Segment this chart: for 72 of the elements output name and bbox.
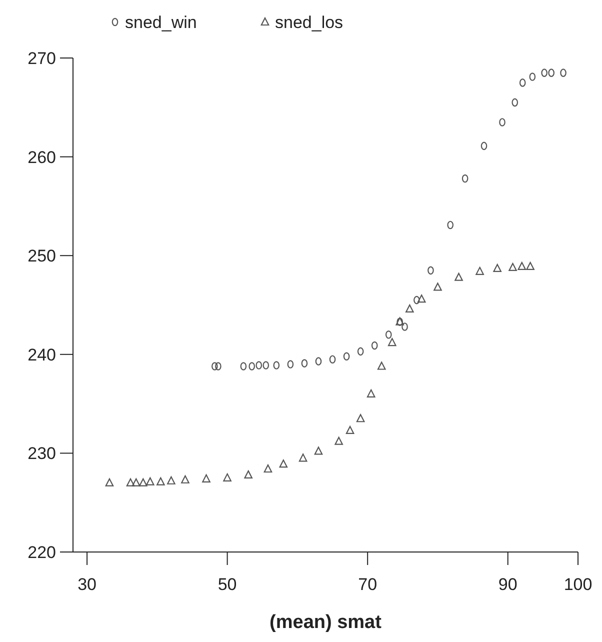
point <box>202 474 210 482</box>
x-tick-label: 30 <box>78 575 96 594</box>
point <box>417 294 426 303</box>
point <box>402 322 408 331</box>
point <box>447 220 454 230</box>
point <box>215 362 222 370</box>
point <box>315 357 322 366</box>
point <box>434 282 442 291</box>
point <box>385 330 392 339</box>
point <box>343 352 350 361</box>
point <box>212 362 218 370</box>
point <box>138 478 148 486</box>
point <box>126 478 135 486</box>
point <box>356 414 365 422</box>
point <box>298 454 308 462</box>
point <box>541 68 548 77</box>
point <box>156 477 165 486</box>
point <box>244 470 252 478</box>
point <box>560 68 566 77</box>
point <box>493 264 502 272</box>
point <box>388 338 396 346</box>
point <box>526 262 534 270</box>
point <box>366 389 376 398</box>
point <box>240 362 247 370</box>
point <box>529 72 536 81</box>
x-tick-label: 50 <box>218 575 237 594</box>
point <box>499 118 506 126</box>
point <box>519 78 526 87</box>
point <box>167 476 176 484</box>
point <box>406 304 414 312</box>
point <box>334 436 343 445</box>
point <box>518 262 526 270</box>
point <box>287 360 294 368</box>
point <box>256 361 262 370</box>
point <box>480 142 488 150</box>
point <box>273 361 280 370</box>
point <box>508 262 517 272</box>
x-tick-label: 70 <box>358 575 378 594</box>
point <box>279 460 288 468</box>
x-axis-title: (mean) smat <box>270 612 382 633</box>
y-tick-label: 230 <box>28 444 56 464</box>
point <box>181 475 190 484</box>
point <box>223 473 232 482</box>
point <box>346 426 354 434</box>
point <box>132 478 140 486</box>
x-tick-label: 90 <box>498 575 518 594</box>
legend-label: sned_los <box>275 12 344 32</box>
y-tick-label: 220 <box>28 542 56 562</box>
point <box>462 174 468 183</box>
legend-label: sned_win <box>125 12 197 32</box>
point <box>314 446 323 455</box>
point <box>454 272 463 281</box>
point <box>512 98 518 107</box>
point <box>248 362 256 370</box>
y-tick-label: 250 <box>28 246 56 266</box>
point <box>371 341 378 350</box>
point <box>262 361 270 370</box>
point <box>301 359 308 368</box>
point <box>428 266 434 275</box>
point <box>476 266 484 275</box>
point <box>105 478 114 486</box>
y-tick-label: 260 <box>28 148 56 167</box>
point <box>414 296 420 304</box>
point <box>146 477 154 486</box>
y-tick-label: 240 <box>28 345 56 364</box>
point <box>548 68 554 77</box>
point <box>377 362 386 370</box>
point <box>329 355 336 364</box>
point <box>357 347 364 356</box>
y-tick-label: 270 <box>28 48 56 68</box>
point <box>264 464 272 473</box>
x-tick-label: 100 <box>564 575 592 594</box>
